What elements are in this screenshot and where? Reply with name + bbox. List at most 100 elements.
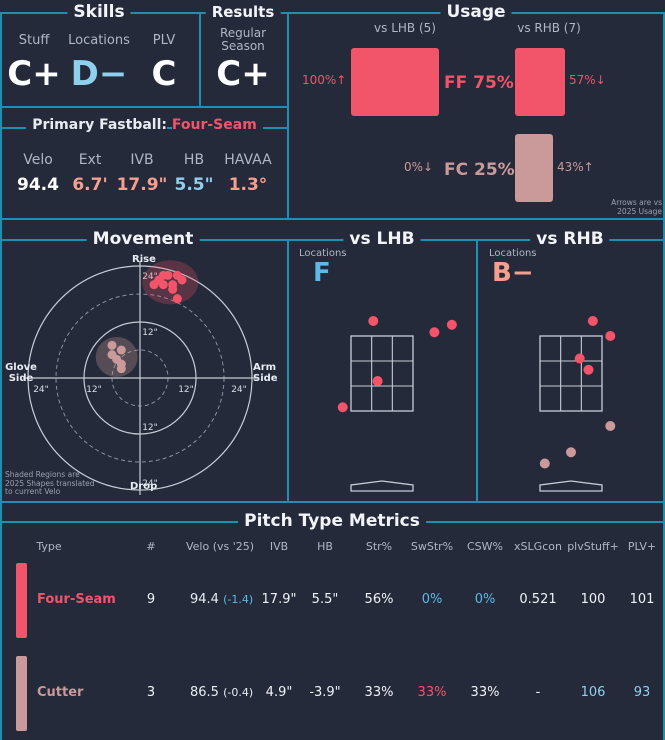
- divider: [0, 12, 2, 740]
- metric-value-havaa: 1.3°: [228, 175, 268, 195]
- divider: [0, 239, 665, 241]
- vs-lhb-title: vs LHB: [343, 229, 421, 249]
- movement-note: Shaded Regions are 2025 Shapes translate…: [5, 470, 95, 496]
- home-plate: [350, 480, 414, 492]
- vs-lhb-grade: F: [313, 258, 331, 288]
- plv-grade: C: [151, 54, 177, 94]
- row-type: Cutter: [37, 685, 84, 700]
- skill-label-plv: PLV: [152, 33, 176, 48]
- col-swstr: SwStr%: [410, 540, 454, 553]
- row-str: 33%: [364, 685, 394, 700]
- primary-prefix: Primary Fastball:: [26, 117, 167, 133]
- row-swstr: 0%: [421, 592, 443, 607]
- metric-value-ext: 6.7': [72, 175, 108, 195]
- usage-vs-rhb: vs RHB (7): [517, 21, 581, 35]
- table-title: Pitch Type Metrics: [238, 511, 426, 531]
- ring-label: 24": [142, 479, 158, 489]
- vs-rhb-zone-plot: [539, 316, 616, 492]
- cutter-point: [107, 340, 117, 350]
- fc-rhb-bar: [515, 134, 553, 202]
- metric-label-ivb: IVB: [130, 152, 154, 168]
- row-stuff: 100: [580, 592, 606, 607]
- divider: [0, 106, 289, 108]
- col-type: Type: [36, 540, 62, 553]
- pitch-location: [368, 316, 379, 326]
- pitch-location: [583, 364, 594, 375]
- movement-title: Movement: [86, 229, 200, 249]
- row-color-swatch: [16, 656, 27, 731]
- col-hb: HB: [317, 540, 333, 553]
- metric-value-velo: 94.4: [17, 175, 59, 195]
- divider: [0, 501, 665, 503]
- ff-usage-label: FF 75%: [444, 73, 514, 93]
- fastball-point: [177, 275, 187, 285]
- ff-rhb-bar: [515, 48, 565, 116]
- row-xslg: 0.521: [519, 592, 557, 607]
- skills-title: Skills: [67, 2, 131, 22]
- ring-label: 12": [86, 385, 102, 395]
- metric-label-hb: HB: [183, 152, 205, 168]
- movement-drop: Drop: [130, 481, 158, 492]
- row-type: Four-Seam: [37, 592, 116, 607]
- fc-usage-label: FC 25%: [444, 160, 515, 180]
- velo-diff: (-1.4): [223, 593, 254, 606]
- divider: [0, 12, 665, 14]
- pitch-location: [605, 421, 616, 431]
- ff-lhb-pct: 100%↑: [302, 73, 347, 87]
- col-velo: Velo (vs '25): [185, 540, 255, 553]
- pitch-location: [539, 458, 550, 469]
- row-hb: -3.9": [309, 685, 341, 700]
- ff-lhb-bar: [351, 48, 439, 116]
- row-count: 9: [146, 592, 156, 607]
- ring-label: 24": [231, 385, 247, 395]
- col-ivb: IVB: [269, 540, 289, 553]
- fastball-point: [158, 270, 168, 280]
- row-plv: 93: [633, 685, 651, 700]
- col-plv: PLV+: [627, 540, 657, 553]
- divider: [0, 218, 665, 220]
- row-csw: 0%: [474, 592, 496, 607]
- fc-rhb-pct: 43%↑: [557, 160, 594, 174]
- row-velo: 86.5 (-0.4): [190, 685, 253, 700]
- results-label: Regular Season: [219, 26, 267, 53]
- velo-value: 86.5: [190, 685, 219, 700]
- vs-rhb-loc-label: Locations: [489, 248, 537, 259]
- fastball-point: [149, 280, 159, 290]
- row-str: 56%: [364, 592, 394, 607]
- movement-rise: Rise: [132, 254, 156, 265]
- results-grade: C+: [216, 54, 270, 94]
- velo-diff: (-0.4): [223, 686, 254, 699]
- row-velo: 94.4 (-1.4): [190, 592, 253, 607]
- row-hb: 5.5": [311, 592, 339, 607]
- col-xslg: xSLGcon: [514, 540, 562, 553]
- usage-note: Arrows are vs 2025 Usage: [611, 198, 662, 216]
- metric-label-ext: Ext: [78, 152, 102, 168]
- row-ivb: 17.9": [261, 592, 297, 607]
- row-color-swatch: [16, 563, 27, 638]
- pitch-location: [446, 319, 457, 330]
- metric-value-hb: 5.5": [174, 175, 214, 195]
- ring-label: 12": [142, 423, 158, 433]
- metric-label-velo: Velo: [23, 152, 53, 168]
- row-count: 3: [146, 685, 156, 700]
- pitch-location: [429, 327, 440, 338]
- divider: [663, 12, 665, 740]
- stuff-grade: C+: [7, 54, 61, 94]
- primary-fastball-heading: Primary Fastball: Four-Seam: [0, 117, 289, 133]
- movement-arm: Arm Side: [253, 362, 278, 384]
- vs-rhb-grade: B−: [492, 258, 534, 288]
- row-xslg: -: [535, 685, 541, 700]
- fastball-point: [168, 284, 178, 294]
- fastball-point: [158, 280, 168, 290]
- row-csw: 33%: [470, 685, 500, 700]
- row-swstr: 33%: [417, 685, 447, 700]
- locations-grade: D−: [70, 54, 128, 94]
- pitch-location: [337, 402, 348, 413]
- skill-label-stuff: Stuff: [18, 33, 50, 48]
- strike-zone: [350, 335, 414, 412]
- pitch-location: [574, 353, 585, 364]
- col-csw: CSW%: [467, 540, 503, 553]
- movement-plot: 24" 12" 12" 24" 24" 12" 12" 24": [23, 260, 257, 495]
- pitch-location: [587, 316, 598, 326]
- ring-label: 12": [178, 385, 194, 395]
